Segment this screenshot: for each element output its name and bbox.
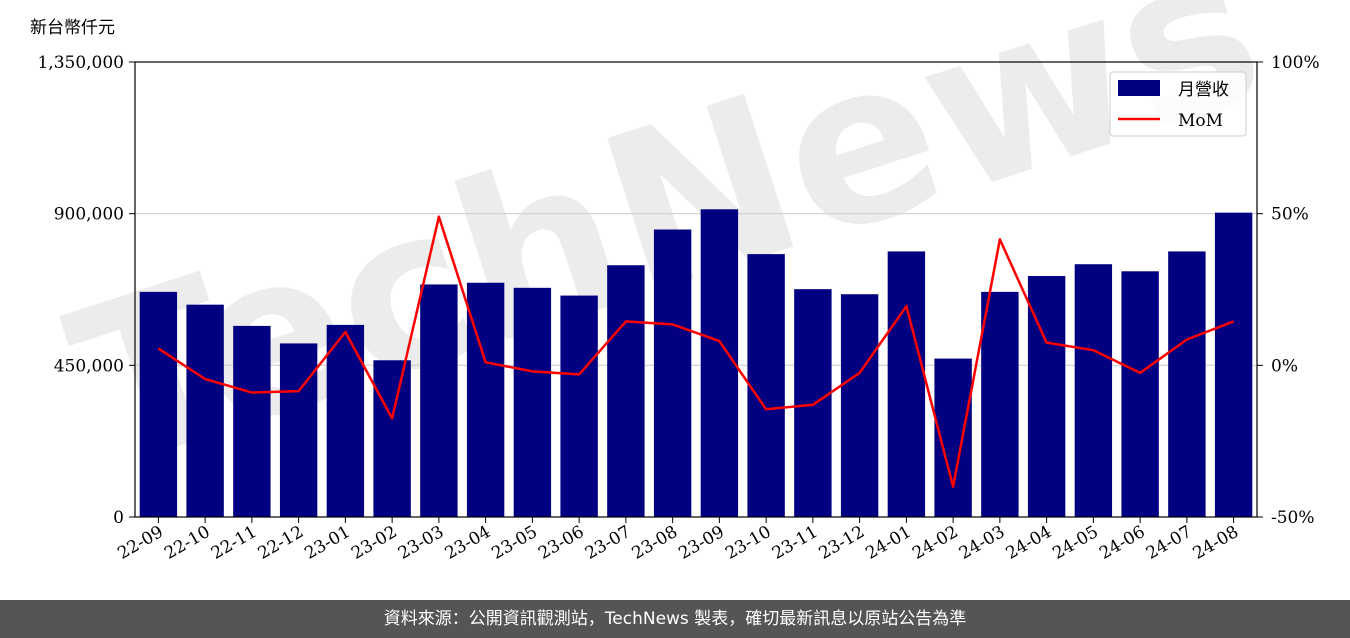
x-tick-label: 23-12 [816,522,868,564]
source-footer: 資料來源：公開資訊觀測站，TechNews 製表，確切最新訊息以原站公告為準 [0,600,1350,638]
x-tick-label: 24-04 [1003,522,1055,564]
revenue-bar [1168,251,1206,518]
x-tick-label: 23-01 [301,522,353,564]
revenue-bar [513,287,552,517]
y-left-tick-label: 0 [113,508,124,528]
x-tick-label: 23-06 [535,522,587,564]
x-tick-label: 23-03 [395,522,447,564]
y-right-tick-label: 100% [1271,53,1320,73]
y-left-tick-label: 1,350,000 [37,53,124,73]
x-tick-label: 23-11 [769,522,821,564]
revenue-bar [420,284,458,517]
legend-label-line: MoM [1178,111,1223,131]
x-tick-label: 23-05 [488,522,540,564]
y-right-tick-label: -50% [1271,508,1315,528]
revenue-bar [794,289,832,517]
x-tick-label: 23-04 [442,522,494,564]
revenue-bar [560,295,598,517]
mom-line [157,215,1235,488]
x-tick-label: 22-09 [114,522,166,564]
x-tick-label: 23-09 [675,522,727,564]
x-tick-label: 24-07 [1143,522,1195,564]
revenue-bar [1074,264,1113,517]
revenue-bar [700,209,739,517]
x-tick-label: 22-11 [208,522,260,564]
x-tick-label: 24-02 [909,522,961,564]
revenue-bar [653,229,692,518]
bar-series [139,209,1253,518]
x-tick-label: 24-08 [1190,522,1242,564]
legend: 月營收 MoM [1109,71,1247,137]
x-tick-label: 22-12 [255,522,307,564]
x-tick-label: 24-01 [862,522,914,564]
revenue-bar [747,254,785,517]
x-tick-label: 24-03 [956,522,1008,564]
line-series [157,215,1235,488]
y-left-tick-label: 450,000 [54,356,124,376]
x-tick-label: 23-07 [582,522,634,564]
y-left-tick-label: 900,000 [54,205,124,225]
legend-swatch-bar [1118,80,1160,96]
revenue-bar [887,251,926,518]
revenue-bar [840,294,879,517]
x-tick-label: 22-10 [161,522,213,564]
gridlines [135,213,1257,366]
revenue-chart: TechNews 新台幣仟元 0-50%450,0000%900,00050%1… [30,0,1320,564]
legend-label-bar: 月營收 [1178,80,1229,100]
y-right-tick-label: 0% [1271,356,1298,376]
revenue-bar [1121,271,1159,517]
revenue-bar [373,360,411,517]
revenue-bar [233,325,271,517]
x-tick-label: 24-05 [1049,522,1101,564]
revenue-bar [607,265,645,517]
x-tick-label: 23-02 [348,522,400,564]
x-tick-label: 24-06 [1096,522,1148,564]
y-unit-label: 新台幣仟元 [30,18,115,38]
x-tick-label: 23-08 [629,522,681,564]
revenue-bar [981,291,1019,517]
revenue-bar [186,304,224,517]
x-tick-label: 23-10 [722,522,774,564]
revenue-bar [139,291,178,517]
revenue-bar [1214,212,1253,517]
revenue-bar [279,343,318,517]
y-right-tick-label: 50% [1271,205,1309,225]
plot-frame [134,61,1258,518]
